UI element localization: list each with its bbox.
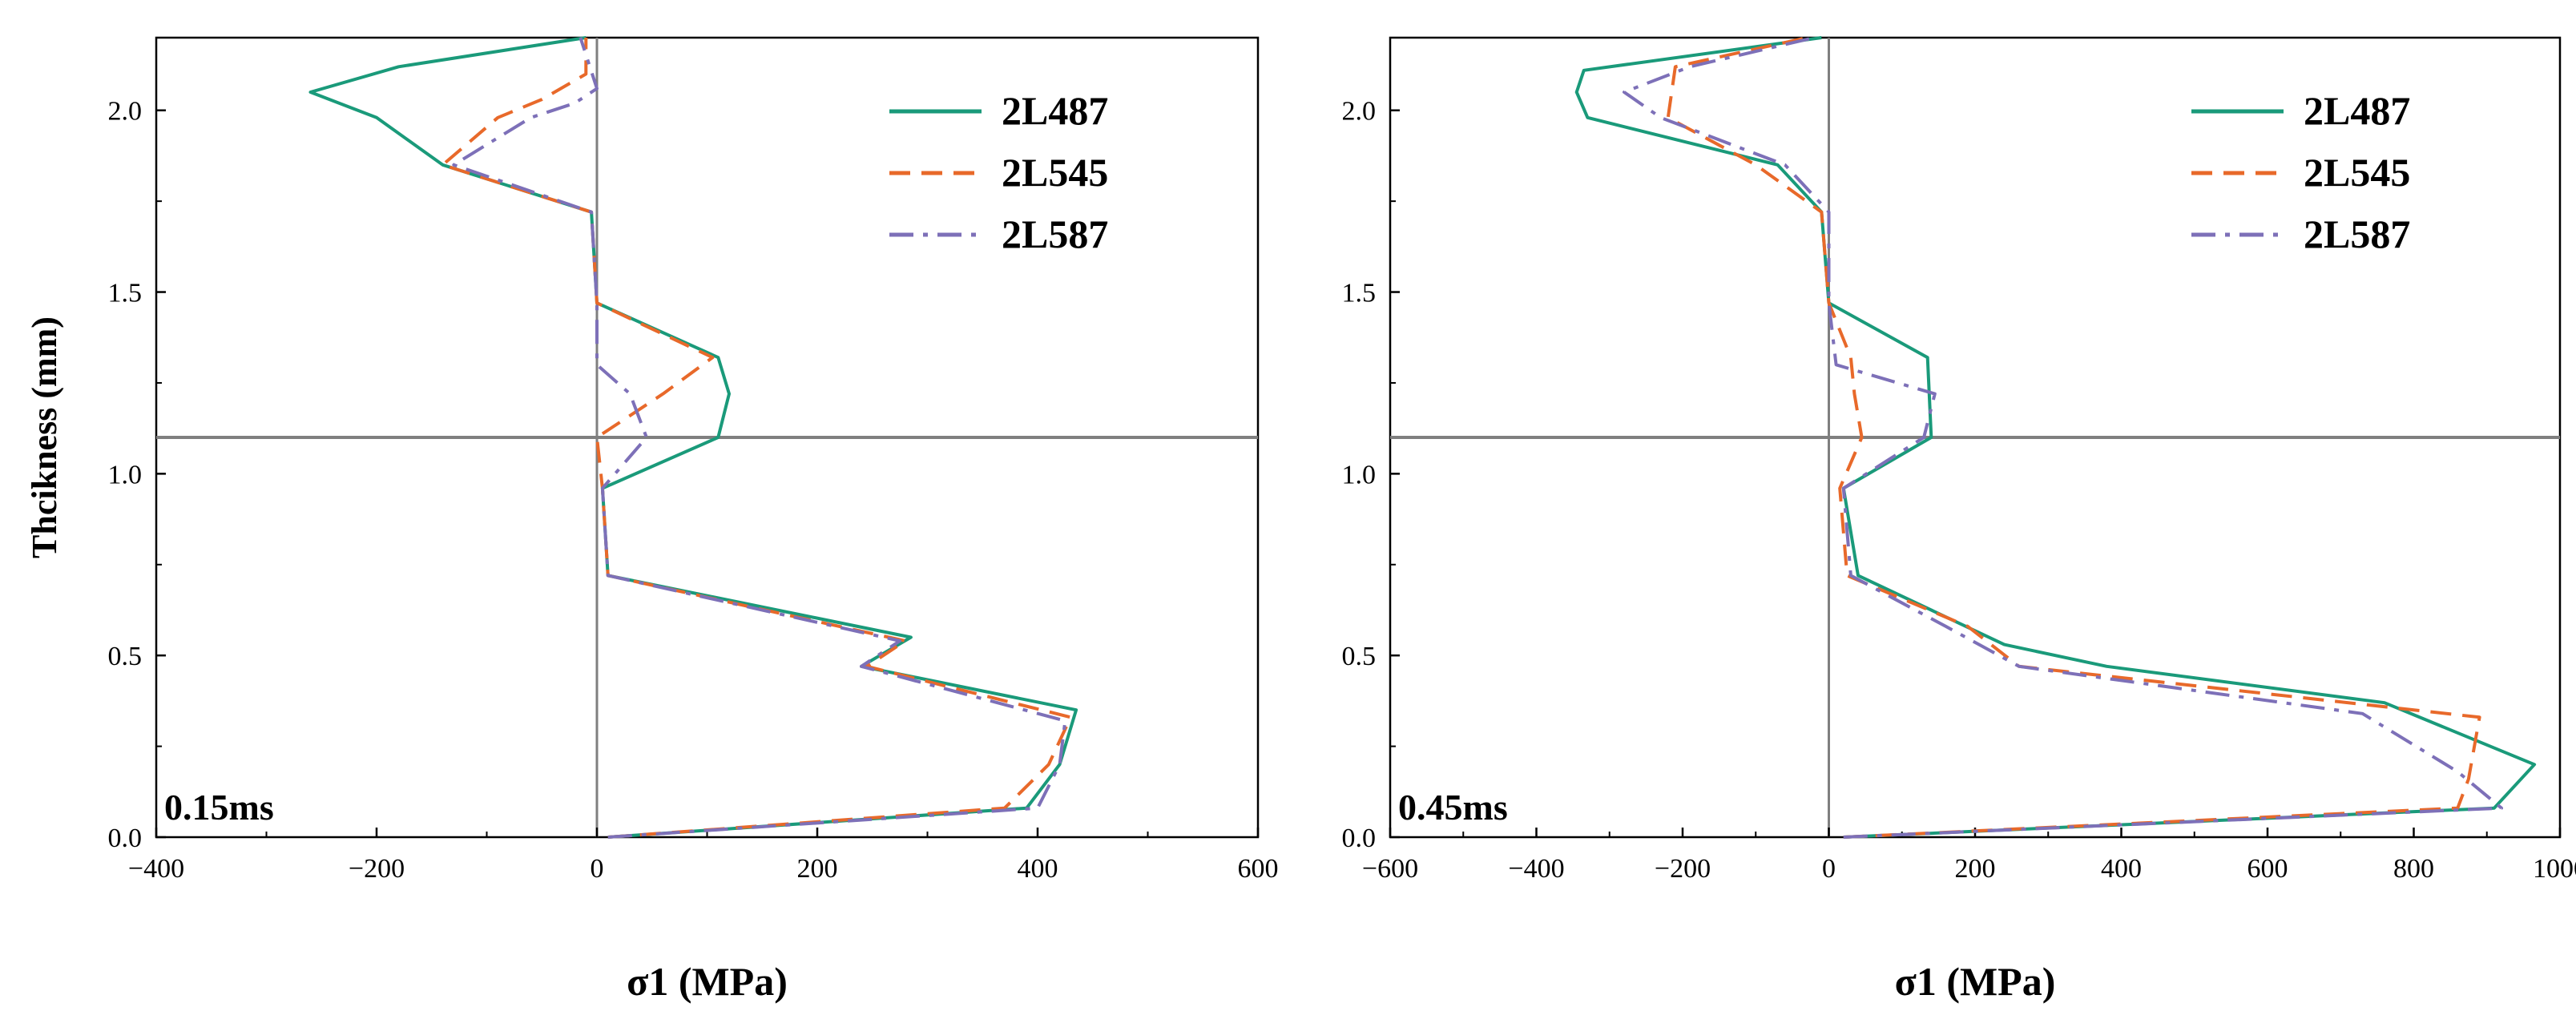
x-tick-label: 200 [797, 854, 838, 884]
series-line-2l587 [452, 37, 1067, 839]
x-tick-label: −400 [1508, 854, 1564, 884]
y-tick-label: 0.5 [108, 642, 143, 671]
legend-label-2l545: 2L545 [1002, 150, 1108, 195]
x-tick-label: 800 [2393, 854, 2434, 884]
x-tick-label: 0 [591, 854, 604, 884]
legend-label-2l587: 2L587 [2304, 211, 2410, 256]
x-tick-label: 400 [2101, 854, 2142, 884]
y-tick-label: 0.0 [108, 824, 143, 853]
series-line-2l487 [1574, 36, 2537, 839]
x-tick-label: −200 [1655, 854, 1711, 884]
x-tick-label: 600 [1238, 854, 1279, 884]
y-tick-label: 1.5 [108, 279, 143, 308]
x-tick-label: 400 [1018, 854, 1058, 884]
series-line-2l587 [1623, 36, 2503, 839]
y-tick-label: 1.0 [1342, 460, 1377, 489]
y-tick-label: 2.0 [1342, 97, 1377, 127]
x-tick-label: −200 [349, 854, 405, 884]
x-tick-label: 200 [1955, 854, 1996, 884]
y-tick-label: 0.5 [1342, 642, 1377, 671]
series-line-2l545 [441, 38, 1073, 839]
x-tick-label: 0 [1822, 854, 1836, 884]
legend-label-2l545: 2L545 [2304, 150, 2410, 195]
x-tick-label: −600 [1362, 854, 1418, 884]
legend-label-2l487: 2L487 [1002, 88, 1108, 133]
plot-panel-1: −400 −200 0 200 400 600 0.0 0.5 1.0 1.5 2.0 2L487 2L… [25, 36, 1279, 1004]
time-annotation: 0.15ms [164, 787, 274, 828]
y-tick-label: 2.0 [108, 97, 143, 127]
y-tick-label: 0.0 [1342, 824, 1377, 853]
legend-label-2l587: 2L587 [1002, 211, 1108, 256]
y-tick-label: 1.5 [1342, 279, 1377, 308]
y-tick-label: 1.0 [108, 460, 143, 489]
time-annotation: 0.45ms [1398, 787, 1508, 828]
x-axis-title: σ1 (MPa) [1895, 959, 2056, 1004]
y-axis-title: Thcikness (mm) [25, 316, 64, 558]
x-tick-label: −400 [128, 854, 184, 884]
series-line-2l487 [308, 36, 1078, 839]
legend-label-2l487: 2L487 [2304, 88, 2410, 133]
x-tick-label: 600 [2247, 854, 2288, 884]
x-axis-title: σ1 (MPa) [627, 959, 788, 1004]
series-line-2l545 [1666, 36, 2481, 839]
